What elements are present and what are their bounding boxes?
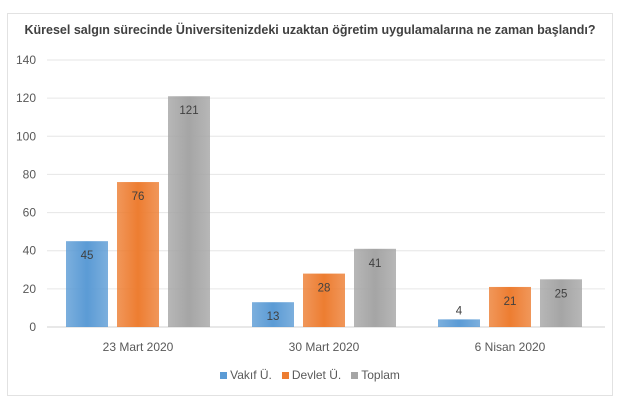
bar: [66, 241, 108, 327]
data-label: 21: [504, 296, 517, 308]
x-tick-label: 30 Mart 2020: [289, 340, 360, 354]
legend-label: Vakıf Ü.: [230, 368, 272, 382]
chart-card: [7, 13, 613, 396]
y-tick-label: 40: [23, 244, 37, 258]
legend-swatch: [351, 372, 359, 380]
bar: [303, 273, 345, 327]
y-tick-label: 20: [23, 282, 37, 296]
data-label: 28: [318, 283, 331, 295]
y-tick-label: 0: [29, 320, 36, 334]
legend-item: Vakıf Ü.: [220, 368, 272, 382]
legend: Vakıf Ü. Devlet Ü. Toplam: [0, 368, 620, 382]
chart-title: Küresel salgın sürecinde Üniversitenizde…: [24, 23, 596, 37]
x-tick-label: 6 Nisan 2020: [475, 340, 546, 354]
bar: [117, 182, 159, 327]
legend-label: Devlet Ü.: [291, 368, 342, 382]
bar: [489, 286, 531, 327]
data-label: 76: [132, 191, 145, 203]
legend-swatch: [220, 372, 228, 380]
legend-swatch: [281, 372, 289, 380]
y-tick-label: 100: [16, 129, 36, 143]
data-label: 121: [179, 105, 198, 117]
bar: [354, 248, 396, 327]
data-label: 4: [456, 305, 463, 317]
data-label: 25: [555, 288, 568, 300]
legend-item: Toplam: [351, 368, 400, 382]
x-tick-label: 23 Mart 2020: [103, 340, 174, 354]
data-label: 13: [267, 311, 280, 323]
y-tick-label: 140: [16, 53, 36, 67]
bar: [438, 319, 480, 327]
bar: [168, 96, 210, 327]
y-tick-label: 80: [23, 167, 37, 181]
data-label: 41: [369, 258, 382, 270]
bar: [252, 302, 294, 327]
data-label: 45: [81, 250, 94, 262]
y-tick-label: 60: [23, 206, 37, 220]
legend-item: Devlet Ü.: [281, 368, 342, 382]
legend-label: Toplam: [361, 368, 400, 382]
y-tick-label: 120: [16, 91, 36, 105]
bar: [540, 279, 582, 327]
